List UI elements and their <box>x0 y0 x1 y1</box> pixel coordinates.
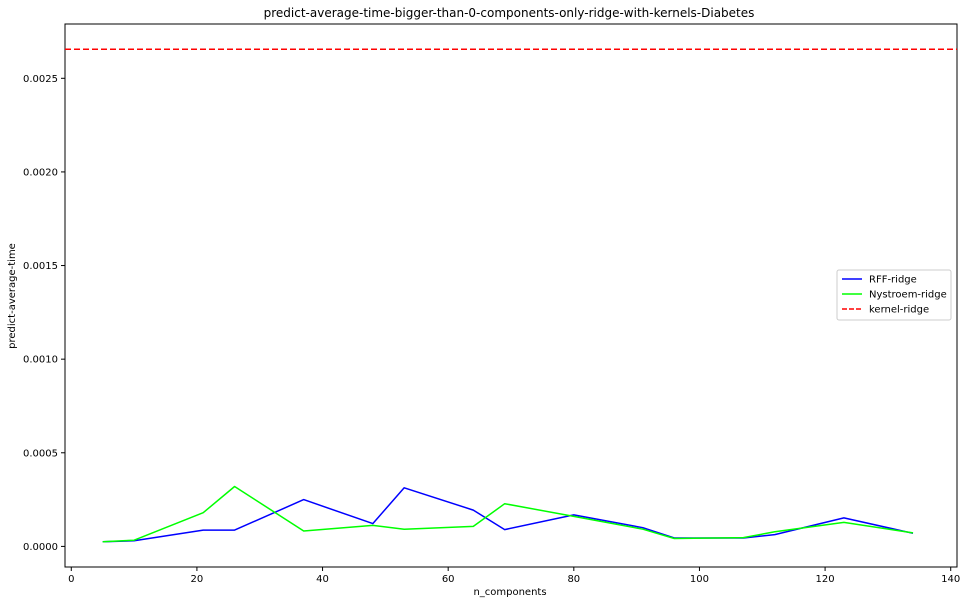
x-axis: 0 20 40 60 80 100 120 140 <box>68 567 960 585</box>
legend: RFF-ridge Nystroem-ridge kernel-ridge <box>836 269 952 321</box>
legend-label-nystroem-ridge: Nystroem-ridge <box>869 290 947 301</box>
x-tick-label: 140 <box>941 574 960 585</box>
series-group <box>65 48 957 543</box>
x-tick-label: 40 <box>316 574 329 585</box>
series-line-rff-ridge <box>102 487 914 543</box>
x-tick-label: 20 <box>191 574 204 585</box>
legend-box <box>836 269 952 321</box>
plot-area <box>64 23 958 568</box>
legend-label-rff-ridge: RFF-ridge <box>869 275 917 286</box>
y-tick-label: 0.0005 <box>23 448 58 459</box>
x-axis-label: n_components <box>473 587 546 598</box>
y-tick-label: 0.0025 <box>23 74 58 85</box>
y-tick-label: 0.0010 <box>23 355 58 366</box>
y-tick-label: 0.0000 <box>23 542 58 553</box>
y-tick-label: 0.0020 <box>23 167 58 178</box>
series-line-nystroem-ridge <box>102 485 914 543</box>
legend-label-kernel-ridge: kernel-ridge <box>869 305 929 316</box>
x-tick-label: 0 <box>68 574 74 585</box>
x-tick-label: 120 <box>816 574 835 585</box>
chart-title: predict-average-time-bigger-than-0-compo… <box>264 6 755 20</box>
plot-frame <box>64 23 958 568</box>
x-tick-label: 60 <box>442 574 455 585</box>
y-tick-label: 0.0015 <box>23 261 58 272</box>
x-tick-label: 80 <box>567 574 580 585</box>
y-axis: 0.0000 0.0005 0.0010 0.0015 0.0020 0.0025 <box>23 74 65 553</box>
x-tick-label: 100 <box>690 574 709 585</box>
y-axis-label: predict-average-time <box>7 243 18 349</box>
